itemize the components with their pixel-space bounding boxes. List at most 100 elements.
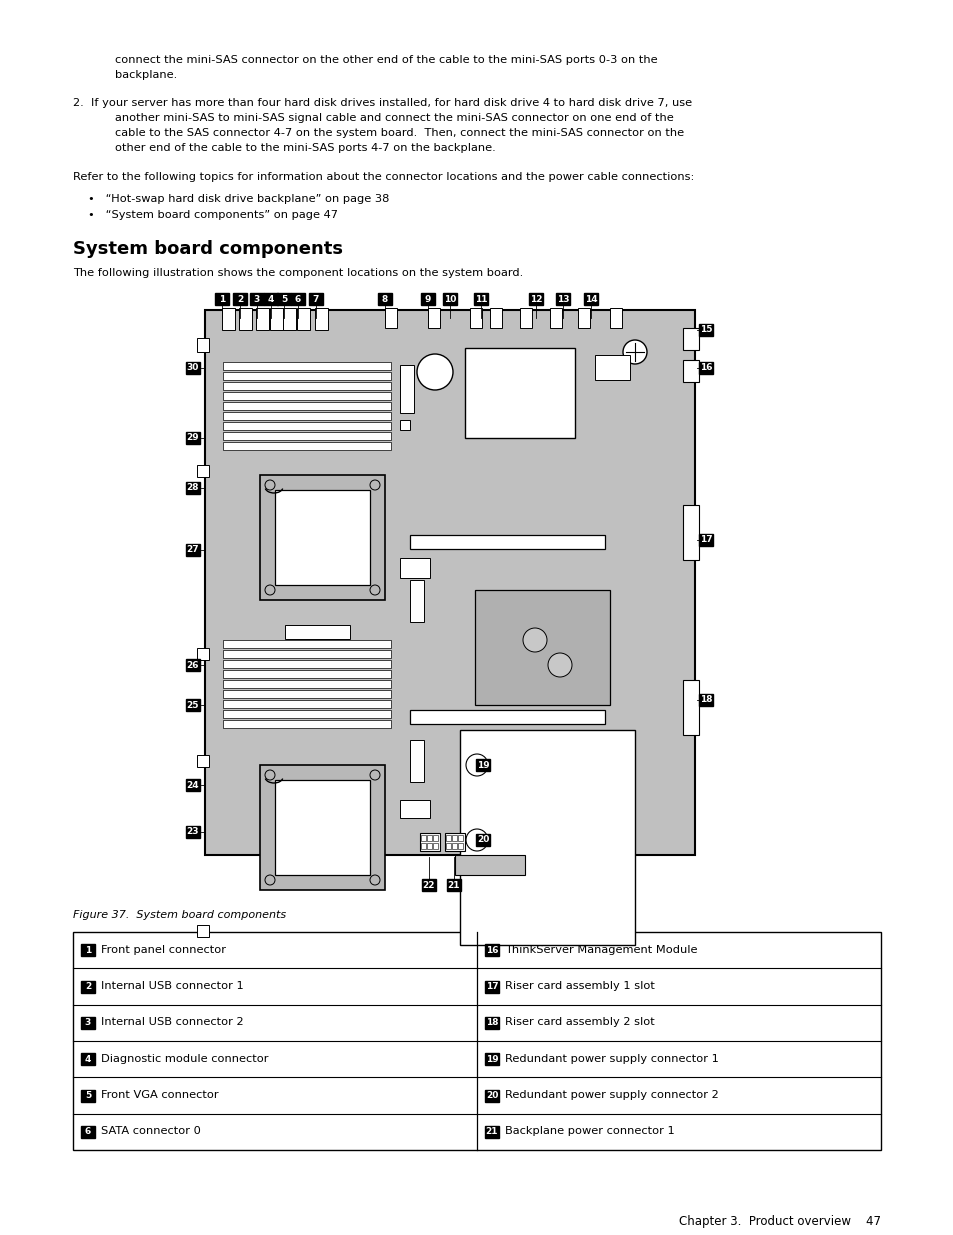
Bar — [682, 329, 699, 350]
Bar — [474, 293, 488, 305]
Bar — [550, 308, 561, 329]
Bar — [222, 308, 234, 330]
Circle shape — [622, 340, 646, 364]
Bar — [433, 835, 437, 841]
Bar — [186, 482, 200, 494]
Bar — [296, 308, 310, 330]
Bar — [186, 659, 200, 671]
Bar — [433, 844, 437, 848]
Text: 30: 30 — [187, 363, 199, 373]
Bar — [81, 981, 95, 993]
Circle shape — [370, 480, 379, 490]
Bar — [223, 700, 391, 708]
Bar — [519, 308, 532, 329]
Bar — [699, 534, 712, 546]
Text: 16: 16 — [699, 363, 712, 373]
Bar — [484, 981, 498, 993]
Bar — [410, 710, 604, 724]
Bar — [233, 293, 247, 305]
Text: 10: 10 — [443, 294, 456, 304]
Text: 27: 27 — [187, 546, 199, 555]
Text: 29: 29 — [187, 433, 199, 442]
Bar — [452, 844, 456, 848]
Bar — [309, 293, 323, 305]
Text: SATA connector 0: SATA connector 0 — [101, 1126, 201, 1136]
Bar — [399, 800, 430, 818]
Text: 21: 21 — [447, 881, 459, 889]
Bar — [260, 475, 385, 600]
Bar — [427, 835, 432, 841]
Bar — [73, 932, 880, 1150]
Text: 4: 4 — [85, 1055, 91, 1063]
Text: 19: 19 — [485, 1055, 497, 1063]
Text: Figure 37.  System board components: Figure 37. System board components — [73, 910, 286, 920]
Bar — [223, 650, 391, 658]
Circle shape — [265, 585, 274, 595]
Bar — [385, 308, 396, 329]
Text: Chapter 3.  Product overview    47: Chapter 3. Product overview 47 — [679, 1215, 880, 1228]
Text: 15: 15 — [699, 326, 712, 335]
Circle shape — [416, 354, 453, 390]
Bar — [223, 382, 391, 390]
Bar — [196, 338, 209, 352]
Bar — [223, 442, 391, 450]
Bar — [699, 362, 712, 374]
Bar — [399, 366, 414, 412]
Circle shape — [370, 769, 379, 781]
Bar — [484, 1016, 498, 1029]
Bar — [484, 945, 498, 956]
Bar — [420, 844, 426, 848]
Bar — [186, 779, 200, 790]
Bar — [186, 543, 200, 556]
Bar — [609, 308, 621, 329]
Bar — [447, 879, 460, 890]
Bar — [186, 826, 200, 839]
Text: Riser card assembly 1 slot: Riser card assembly 1 slot — [504, 981, 654, 990]
Text: 13: 13 — [557, 294, 569, 304]
Text: 2: 2 — [236, 294, 243, 304]
Text: 18: 18 — [699, 695, 712, 704]
Circle shape — [465, 829, 488, 851]
Bar — [699, 324, 712, 336]
Bar — [223, 362, 391, 370]
Bar — [446, 835, 451, 841]
Bar — [470, 308, 481, 329]
Bar — [196, 925, 209, 937]
Bar — [274, 490, 370, 585]
Bar — [457, 835, 462, 841]
Text: 3: 3 — [85, 1019, 91, 1028]
Bar — [459, 730, 635, 945]
Bar — [420, 835, 426, 841]
Bar — [475, 590, 609, 705]
Bar — [419, 832, 439, 851]
Text: 25: 25 — [187, 700, 199, 709]
Bar — [186, 699, 200, 711]
Text: ThinkServer Management Module: ThinkServer Management Module — [504, 945, 697, 955]
Text: Front VGA connector: Front VGA connector — [101, 1091, 218, 1100]
Text: Diagnostic module connector: Diagnostic module connector — [101, 1053, 268, 1063]
Bar — [314, 308, 328, 330]
Bar — [223, 391, 391, 400]
Text: 24: 24 — [187, 781, 199, 789]
Bar — [682, 680, 699, 735]
Bar — [442, 293, 456, 305]
Text: 28: 28 — [187, 483, 199, 493]
Text: 21: 21 — [485, 1128, 497, 1136]
Bar — [260, 764, 385, 890]
Text: 6: 6 — [85, 1128, 91, 1136]
Text: 1: 1 — [218, 294, 225, 304]
Bar — [410, 535, 604, 550]
Bar — [186, 432, 200, 445]
Text: other end of the cable to the mini-SAS ports 4-7 on the backplane.: other end of the cable to the mini-SAS p… — [115, 143, 496, 153]
Bar — [399, 558, 430, 578]
Circle shape — [265, 769, 274, 781]
Text: The following illustration shows the component locations on the system board.: The following illustration shows the com… — [73, 268, 522, 278]
Text: Refer to the following topics for information about the connector locations and : Refer to the following topics for inform… — [73, 172, 694, 182]
Text: Riser card assembly 2 slot: Riser card assembly 2 slot — [504, 1018, 654, 1028]
Bar — [196, 648, 209, 659]
Text: 17: 17 — [485, 982, 497, 990]
Text: another mini-SAS to mini-SAS signal cable and connect the mini-SAS connector on : another mini-SAS to mini-SAS signal cabl… — [115, 112, 673, 124]
Bar — [81, 1053, 95, 1065]
Text: 14: 14 — [584, 294, 597, 304]
Circle shape — [465, 755, 488, 776]
